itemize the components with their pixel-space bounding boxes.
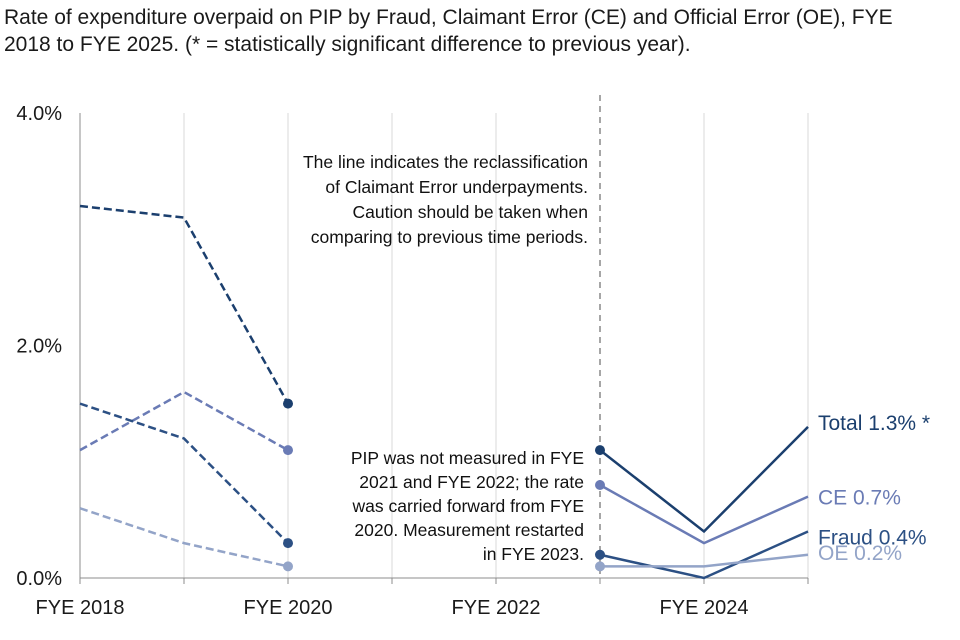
series-point: [283, 561, 293, 572]
reclassification-note: The line indicates the reclassification o…: [303, 152, 588, 247]
annotation-line: of Claimant Error underpayments.: [325, 177, 588, 197]
annotation-line: 2021 and FYE 2022; the rate: [359, 472, 584, 492]
series-line-solid: [599, 483, 809, 545]
chart-title: Rate of expenditure overpaid on PIP by F…: [4, 6, 893, 56]
series-line-solid: [599, 530, 809, 580]
annotation-line: Caution should be taken when: [353, 202, 588, 222]
series-total: Total 1.3% *: [79, 204, 930, 534]
series-end-label: Fraud 0.4%: [818, 527, 927, 550]
series-ce: CE 0.7%: [79, 390, 901, 545]
annotation-line: was carried forward from FYE: [352, 496, 584, 516]
series-point: [595, 445, 605, 456]
x-tick-label: FYE 2022: [452, 597, 541, 619]
annotation-line: PIP was not measured in FYE: [351, 448, 584, 468]
x-tick-label: FYE 2024: [660, 597, 749, 619]
x-tick-label: FYE 2020: [244, 597, 333, 619]
series-point: [595, 480, 605, 490]
series-fraud: Fraud 0.4%: [79, 402, 927, 580]
series-line-solid: [599, 425, 809, 534]
y-tick-label: 2.0%: [16, 336, 62, 358]
series-line-dashed: [79, 507, 289, 568]
series-point: [283, 445, 293, 456]
not-measured-note: PIP was not measured in FYE 2021 and FYE …: [351, 448, 584, 564]
annotation-line: 2020. Measurement restarted: [354, 520, 584, 540]
series-line-dashed: [79, 204, 290, 405]
annotation-line: The line indicates the reclassification: [303, 152, 588, 172]
series-point: [595, 549, 605, 560]
annotations: The line indicates the reclassification o…: [303, 152, 588, 564]
series-point: [283, 538, 293, 549]
y-tick-label: 4.0%: [16, 103, 62, 125]
series-end-label: Total 1.3% *: [818, 412, 930, 435]
series-line-dashed: [79, 390, 289, 452]
annotation-line: comparing to previous time periods.: [311, 227, 588, 247]
annotation-line: in FYE 2023.: [483, 544, 584, 564]
series-point: [283, 398, 293, 409]
series-oe: OE 0.2%: [79, 507, 902, 572]
axes: [79, 95, 809, 584]
series-end-label: CE 0.7%: [818, 487, 901, 510]
y-tick-label: 0.0%: [16, 568, 62, 590]
x-tick-label: FYE 2018: [36, 597, 125, 619]
series-line-solid: [600, 553, 809, 568]
grid-lines: [183, 113, 809, 578]
series-line-dashed: [79, 402, 289, 545]
series-point: [595, 561, 605, 572]
tick-labels: 4.0% 2.0% 0.0% FYE 2018 FYE 2020 FYE 2022 FYE …: [16, 103, 748, 619]
series-end-label: OE 0.2%: [818, 542, 902, 565]
series-lines: Total 1.3% * CE 0.7% Fraud 0.4%OE 0.2%: [79, 204, 930, 580]
